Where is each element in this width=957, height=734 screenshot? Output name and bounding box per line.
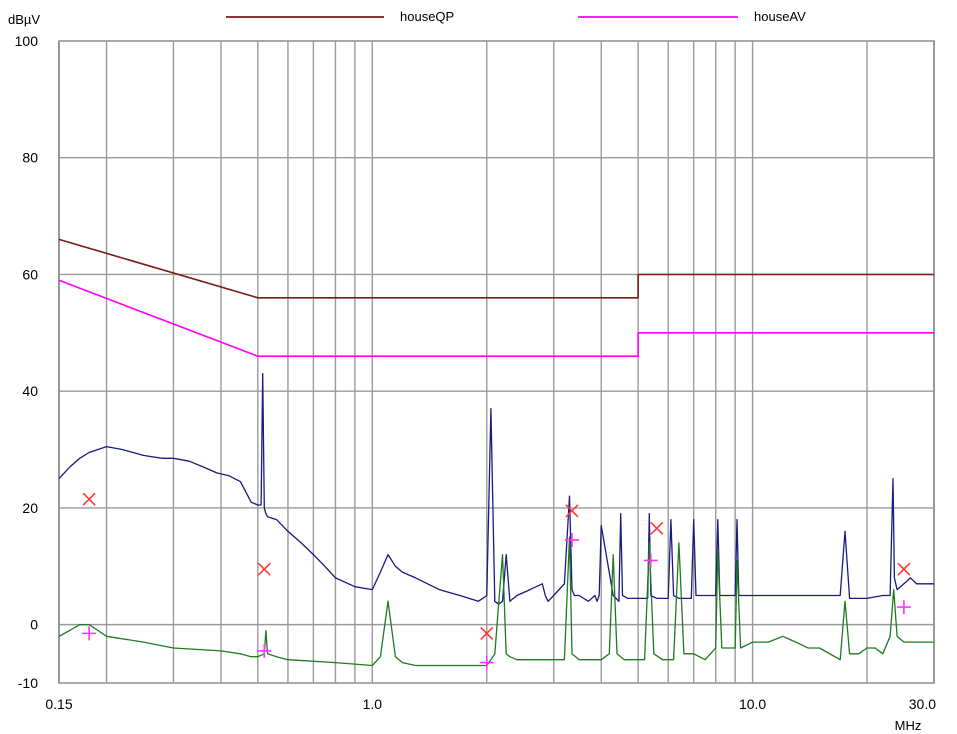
x-tick-label: 0.15 bbox=[45, 696, 72, 712]
qp-marker bbox=[82, 492, 96, 506]
limit-lines-layer bbox=[58, 238, 934, 358]
y-tick-label: -10 bbox=[18, 675, 38, 691]
legend: houseQP houseAV bbox=[226, 9, 806, 24]
y-tick-label: 100 bbox=[15, 33, 39, 49]
limit-line-houseAV bbox=[58, 279, 934, 358]
qp-marker-stroke bbox=[897, 562, 911, 576]
grid-layer bbox=[58, 40, 935, 684]
measurement-trace-3 bbox=[58, 536, 934, 667]
legend-label-houseQP: houseQP bbox=[400, 9, 454, 24]
x-axis-unit-label: MHz bbox=[895, 718, 922, 733]
measurement-trace-2 bbox=[58, 373, 934, 605]
plot-frame bbox=[58, 40, 935, 684]
labels-layer: -10 0 20 40 60 80 100 0.15 1.0 10.0 30.0 dBµV MHz bbox=[8, 12, 936, 733]
legend-label-houseAV: houseAV bbox=[754, 9, 806, 24]
qp-marker bbox=[650, 521, 664, 535]
qp-marker-stroke bbox=[257, 562, 271, 576]
qp-marker-stroke bbox=[650, 521, 664, 535]
av-marker bbox=[257, 643, 272, 658]
y-axis-unit-label: dBµV bbox=[8, 12, 40, 27]
av-marker bbox=[643, 553, 658, 568]
markers-layer bbox=[82, 492, 911, 670]
y-tick-label: 0 bbox=[30, 617, 38, 633]
av-marker bbox=[479, 655, 494, 670]
x-tick-label: 1.0 bbox=[363, 696, 383, 712]
av-marker bbox=[564, 533, 579, 548]
qp-marker bbox=[257, 562, 271, 576]
measurement-traces-layer bbox=[58, 373, 934, 667]
x-tick-label: 30.0 bbox=[909, 696, 936, 712]
qp-marker bbox=[897, 562, 911, 576]
limit-line-houseQP bbox=[58, 238, 934, 299]
av-marker bbox=[82, 626, 97, 641]
y-tick-label: 20 bbox=[22, 500, 38, 516]
av-marker bbox=[896, 600, 911, 615]
qp-marker-stroke bbox=[565, 504, 579, 518]
y-tick-label: 60 bbox=[22, 266, 38, 282]
x-tick-label: 10.0 bbox=[739, 696, 766, 712]
qp-marker bbox=[565, 504, 579, 518]
y-tick-label: 80 bbox=[22, 150, 38, 166]
qp-marker-stroke bbox=[480, 626, 494, 640]
y-tick-label: 40 bbox=[22, 383, 38, 399]
qp-marker-stroke bbox=[82, 492, 96, 506]
qp-marker bbox=[480, 626, 494, 640]
